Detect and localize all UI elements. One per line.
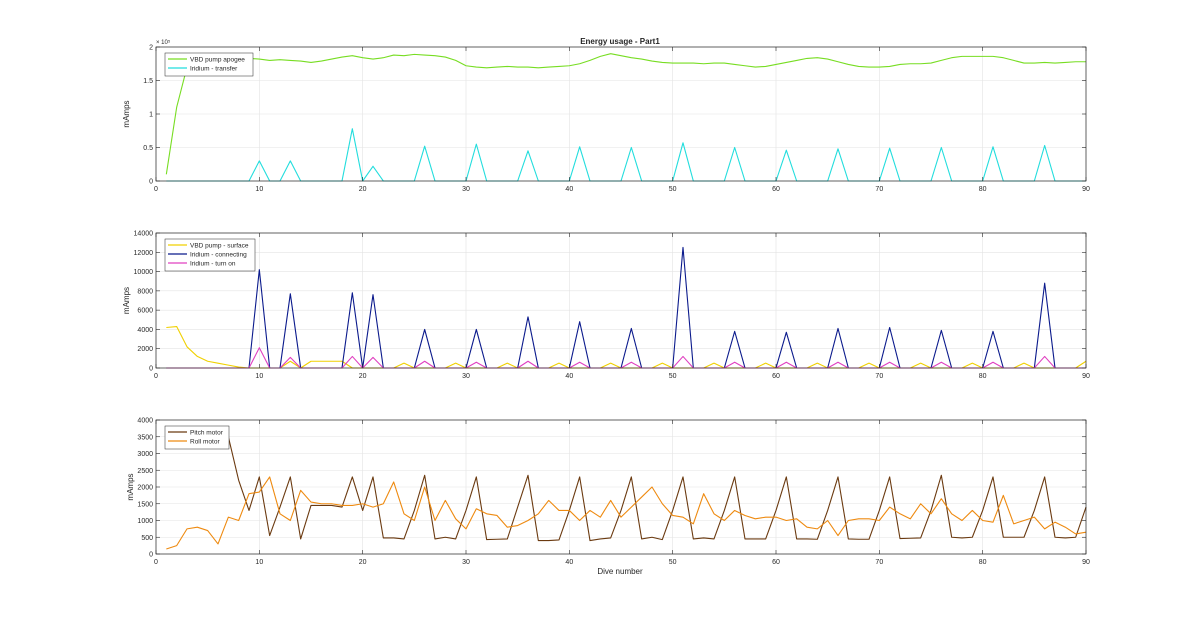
chart-0-legend-label-1: Iridium - transfer bbox=[190, 65, 238, 72]
chart-1-xtick-label-1: 10 bbox=[255, 373, 263, 380]
chart-2-ytick-label-2: 1000 bbox=[137, 518, 153, 525]
chart-2-xtick-label-9: 90 bbox=[1082, 559, 1090, 566]
chart-1-ytick-label-5: 10000 bbox=[134, 269, 154, 276]
chart-0-exponent-label: × 10⁵ bbox=[156, 39, 171, 46]
chart-0-ytick-label-0: 0 bbox=[149, 179, 153, 186]
chart-1-legend-box bbox=[164, 238, 256, 272]
axes-bottom: 0 10 20 30 40 50 60 70 80 90 0 500 1000 1500 2000 2500 3… bbox=[126, 418, 1090, 567]
chart-2-xtick-label-0: 0 bbox=[154, 559, 158, 566]
chart-2-ytick-label-6: 3000 bbox=[137, 451, 153, 458]
axes-top: 0 10 20 30 40 50 60 70 80 90 0 0.5 1 1.5 2× 10⁵ mAmps VB… bbox=[122, 39, 1090, 193]
chart-2-ytick-label-5: 2500 bbox=[137, 468, 153, 475]
chart-0-xtick-label-4: 40 bbox=[565, 186, 573, 193]
chart-1-xtick-label-7: 70 bbox=[875, 373, 883, 380]
chart-0-ytick-label-4: 2 bbox=[149, 45, 153, 52]
chart-2-ylabel: mAmps bbox=[126, 473, 135, 500]
chart-1-legend-label-0: VBD pump - surface bbox=[190, 242, 249, 249]
chart-1-ytick-label-1: 2000 bbox=[137, 346, 153, 353]
chart-2-ytick-label-8: 4000 bbox=[137, 418, 153, 425]
chart-0-series-1-line bbox=[166, 128, 1086, 182]
chart-1-legend-label-1: Iridium - connecting bbox=[190, 251, 247, 258]
chart-0-xtick-label-1: 10 bbox=[255, 186, 263, 193]
chart-2-ytick-label-7: 3500 bbox=[137, 434, 153, 441]
chart-1-ytick-label-4: 8000 bbox=[137, 288, 153, 295]
chart-2-xtick-label-8: 80 bbox=[979, 559, 987, 566]
chart-0-ytick-label-2: 1 bbox=[149, 112, 153, 119]
chart-2-ytick-label-4: 2000 bbox=[137, 485, 153, 492]
chart-1-ytick-label-0: 0 bbox=[149, 366, 153, 373]
chart-1-xtick-label-0: 0 bbox=[154, 373, 158, 380]
chart-2-ytick-label-3: 1500 bbox=[137, 501, 153, 508]
chart-1-ytick-label-3: 6000 bbox=[137, 308, 153, 315]
chart-1-series-2-line bbox=[166, 347, 1086, 369]
chart-2-legend-label-0: Pitch motor bbox=[190, 429, 224, 436]
chart-2-xtick-label-7: 70 bbox=[875, 559, 883, 566]
chart-2-series-0-line bbox=[166, 426, 1087, 542]
chart-1-xtick-label-6: 60 bbox=[772, 373, 780, 380]
chart-0-legend-label-0: VBD pump apogee bbox=[190, 56, 245, 63]
chart-1-plot-area bbox=[156, 233, 1086, 368]
chart-0-xtick-label-9: 90 bbox=[1082, 186, 1090, 193]
x-axis-label: Dive number bbox=[597, 567, 643, 576]
chart-0-xtick-label-7: 70 bbox=[875, 186, 883, 193]
figure-title: Energy usage - Part1 bbox=[580, 37, 660, 46]
chart-1-ylabel: mAmps bbox=[122, 287, 131, 314]
chart-2-legend-label-1: Roll motor bbox=[190, 438, 220, 445]
chart-0-series-0-line bbox=[165, 53, 1086, 175]
chart-1-ytick-label-6: 12000 bbox=[134, 250, 154, 257]
chart-1-ytick-label-2: 4000 bbox=[137, 327, 153, 334]
chart-0-ylabel: mAmps bbox=[122, 100, 131, 127]
chart-0-ytick-label-3: 1.5 bbox=[143, 78, 153, 85]
chart-1-xtick-label-9: 90 bbox=[1082, 373, 1090, 380]
chart-1-xtick-label-3: 30 bbox=[462, 373, 470, 380]
chart-2-xtick-label-2: 20 bbox=[359, 559, 367, 566]
chart-1-series-1-line bbox=[166, 246, 1086, 369]
axes-middle: 0 10 20 30 40 50 60 70 80 90 0 2000 4000 6000 8000 1000… bbox=[122, 231, 1090, 381]
chart-2-xtick-label-5: 50 bbox=[669, 559, 677, 566]
chart-1-ytick-label-7: 14000 bbox=[134, 231, 154, 238]
chart-0-xtick-label-8: 80 bbox=[979, 186, 987, 193]
chart-1-xtick-label-4: 40 bbox=[565, 373, 573, 380]
chart-2-xtick-label-4: 40 bbox=[565, 559, 573, 566]
chart-1-legend-label-2: Iridium - turn on bbox=[190, 260, 236, 267]
chart-1-xtick-label-5: 50 bbox=[669, 373, 677, 380]
chart-0-xtick-label-0: 0 bbox=[154, 186, 158, 193]
chart-1-frame bbox=[155, 232, 1087, 369]
chart-2-xtick-label-1: 10 bbox=[255, 559, 263, 566]
chart-2-series-1-line bbox=[166, 476, 1087, 550]
chart-0-xtick-label-3: 30 bbox=[462, 186, 470, 193]
chart-2-ytick-label-1: 500 bbox=[141, 535, 153, 542]
chart-2-ytick-label-0: 0 bbox=[149, 552, 153, 559]
chart-0-ytick-label-1: 0.5 bbox=[143, 145, 153, 152]
chart-2-xtick-label-6: 60 bbox=[772, 559, 780, 566]
chart-0-xtick-label-2: 20 bbox=[359, 186, 367, 193]
chart-0-xtick-label-5: 50 bbox=[669, 186, 677, 193]
chart-2-xtick-label-3: 30 bbox=[462, 559, 470, 566]
chart-0-xtick-label-6: 60 bbox=[772, 186, 780, 193]
chart-1-xtick-label-2: 20 bbox=[359, 373, 367, 380]
chart-1-xtick-label-8: 80 bbox=[979, 373, 987, 380]
